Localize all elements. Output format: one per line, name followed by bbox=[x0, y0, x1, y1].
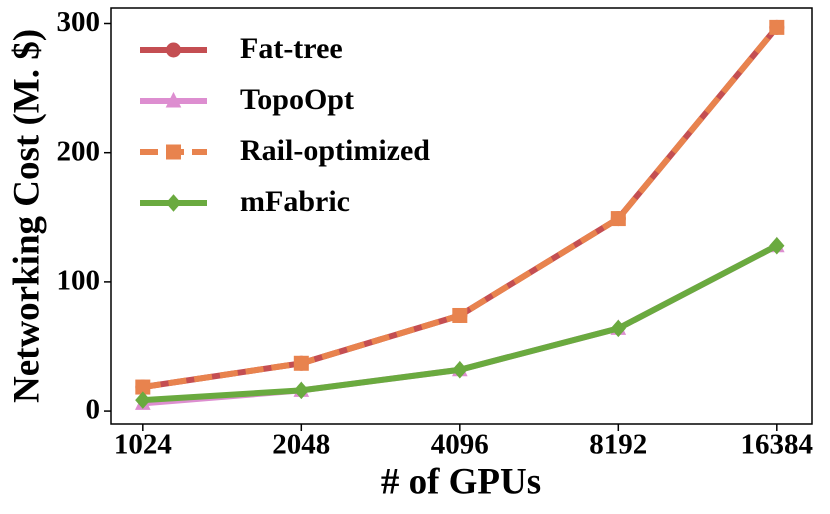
x-tick-label: 16384 bbox=[741, 429, 814, 461]
marker bbox=[293, 355, 309, 371]
legend-label: Fat-tree bbox=[240, 32, 343, 65]
marker bbox=[165, 91, 182, 108]
legend-label: Rail-optimized bbox=[240, 134, 430, 167]
legend-label: TopoOpt bbox=[240, 83, 354, 116]
y-tick-label: 200 bbox=[57, 135, 101, 167]
series-line bbox=[142, 25, 780, 391]
marker bbox=[452, 360, 468, 379]
marker bbox=[610, 319, 626, 338]
x-tick-label: 8192 bbox=[589, 429, 647, 461]
marker bbox=[769, 236, 785, 255]
marker bbox=[293, 381, 309, 400]
x-tick-label: 1024 bbox=[114, 429, 172, 461]
marker bbox=[452, 307, 468, 323]
marker bbox=[135, 391, 151, 409]
marker bbox=[610, 211, 626, 227]
series-line bbox=[142, 243, 779, 407]
legend-label: mFabric bbox=[240, 185, 350, 218]
y-axis-label: Networking Cost (M. $) bbox=[6, 29, 47, 403]
plot-frame bbox=[110, 7, 813, 425]
marker bbox=[769, 19, 785, 35]
series-line bbox=[142, 25, 780, 391]
y-tick-label: 0 bbox=[86, 394, 101, 426]
x-tick-label: 2048 bbox=[272, 429, 330, 461]
marker bbox=[166, 144, 181, 160]
x-axis-label: # of GPUs bbox=[381, 461, 541, 502]
y-tick-label: 300 bbox=[57, 6, 101, 38]
x-tick-label: 4096 bbox=[431, 429, 489, 461]
marker bbox=[166, 42, 181, 58]
marker bbox=[165, 194, 182, 212]
y-tick-label: 100 bbox=[57, 265, 101, 297]
